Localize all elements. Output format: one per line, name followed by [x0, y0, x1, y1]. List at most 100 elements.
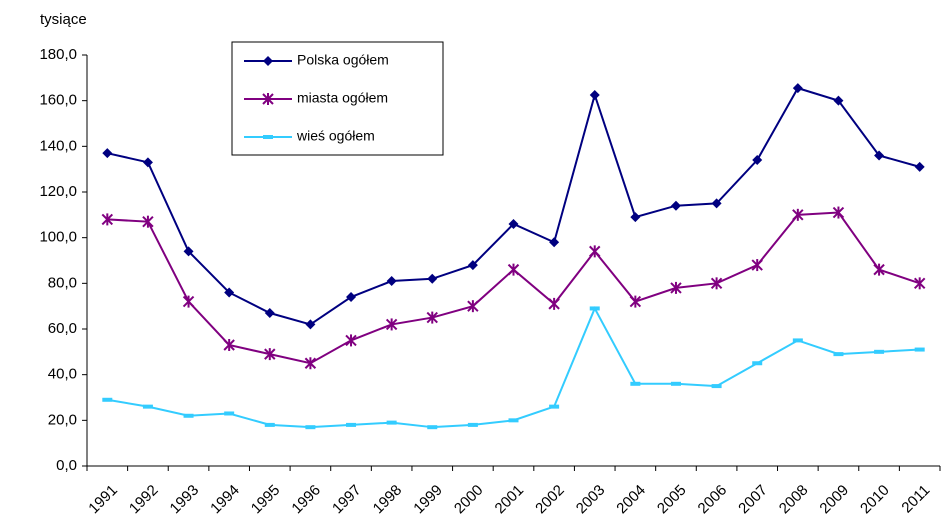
- marker: [874, 150, 885, 161]
- series-line: [107, 306, 920, 429]
- marker: [589, 245, 601, 258]
- y-tick-label: 160,0: [39, 92, 77, 109]
- marker: [304, 357, 317, 370]
- marker: [346, 292, 357, 303]
- marker: [507, 263, 520, 276]
- marker: [710, 277, 723, 290]
- marker: [792, 338, 803, 343]
- marker: [914, 347, 925, 352]
- x-tick-label: 1996: [288, 482, 324, 518]
- marker: [101, 213, 114, 226]
- marker: [548, 297, 560, 310]
- x-tick-label: 1995: [248, 482, 284, 518]
- y-tick-label: 40,0: [48, 366, 77, 383]
- marker: [142, 157, 153, 168]
- marker: [426, 311, 438, 324]
- marker: [549, 404, 560, 409]
- marker: [183, 246, 194, 257]
- marker: [630, 381, 641, 386]
- marker: [224, 411, 235, 416]
- x-tick-label: 1992: [126, 482, 162, 518]
- marker: [345, 334, 357, 347]
- marker: [263, 56, 273, 66]
- x-tick-label: 2005: [654, 482, 690, 518]
- marker: [427, 273, 438, 284]
- marker: [182, 295, 195, 308]
- marker: [427, 425, 438, 430]
- marker: [183, 413, 194, 418]
- marker: [792, 208, 804, 221]
- marker: [262, 93, 274, 105]
- marker: [751, 259, 763, 272]
- marker: [589, 89, 600, 100]
- x-tick-label: 2008: [776, 482, 812, 518]
- marker: [305, 319, 316, 330]
- x-tick-label: 2000: [451, 482, 487, 518]
- legend-label: Polska ogółem: [297, 52, 389, 68]
- y-tick-label: 140,0: [39, 137, 77, 154]
- marker: [874, 349, 885, 354]
- x-tick-label: 1999: [410, 482, 446, 518]
- marker: [670, 381, 681, 386]
- marker: [263, 135, 273, 139]
- marker: [670, 200, 681, 211]
- y-tick-label: 100,0: [39, 229, 77, 246]
- y-tick-label: 120,0: [39, 183, 77, 200]
- y-tick-label: 80,0: [48, 274, 77, 291]
- marker: [752, 361, 763, 366]
- marker: [629, 295, 642, 308]
- marker: [832, 206, 845, 219]
- x-tick-label: 2002: [532, 482, 568, 518]
- marker: [467, 300, 479, 313]
- marker: [914, 161, 925, 172]
- y-tick-label: 0,0: [56, 457, 77, 474]
- marker: [385, 318, 398, 331]
- x-tick-label: 2009: [816, 482, 852, 518]
- marker: [264, 308, 275, 319]
- marker: [467, 260, 478, 271]
- marker: [833, 95, 844, 106]
- marker: [142, 404, 153, 409]
- marker: [630, 212, 641, 223]
- x-tick-label: 1994: [207, 482, 243, 518]
- marker: [264, 422, 275, 427]
- marker: [223, 338, 235, 351]
- marker: [913, 277, 926, 290]
- marker: [386, 276, 397, 287]
- y-tick-label: 60,0: [48, 320, 77, 337]
- x-tick-label: 2006: [695, 482, 731, 518]
- marker: [508, 218, 519, 229]
- x-tick-label: 2011: [898, 482, 933, 517]
- marker: [508, 418, 519, 423]
- legend: Polska ogółem miasta ogółem wieś ogółem: [231, 41, 444, 156]
- x-tick-label: 2004: [613, 482, 649, 518]
- marker: [711, 384, 722, 389]
- y-tick-label: 20,0: [48, 411, 77, 428]
- marker: [670, 281, 682, 294]
- marker: [792, 83, 803, 94]
- legend-label: miasta ogółem: [297, 90, 388, 106]
- legend-label: wieś ogółem: [296, 128, 375, 144]
- marker: [102, 148, 113, 159]
- y-axis-label: tysiące: [40, 11, 87, 28]
- x-tick-label: 1991: [85, 482, 121, 518]
- x-tick-label: 1997: [329, 482, 365, 518]
- marker: [386, 420, 397, 425]
- x-tick-label: 2007: [735, 482, 771, 518]
- marker: [549, 237, 560, 248]
- marker: [752, 155, 763, 166]
- marker: [711, 198, 722, 209]
- x-tick-label: 1998: [370, 482, 406, 518]
- marker: [873, 263, 885, 276]
- y-tick-label: 180,0: [39, 46, 77, 63]
- marker: [589, 306, 600, 311]
- marker: [305, 425, 316, 430]
- x-tick-label: 2003: [573, 482, 609, 518]
- x-tick-label: 2001: [492, 482, 528, 518]
- x-tick-label: 2010: [857, 482, 893, 518]
- marker: [467, 422, 478, 427]
- marker: [833, 352, 844, 357]
- marker: [346, 422, 357, 427]
- marker: [264, 348, 276, 361]
